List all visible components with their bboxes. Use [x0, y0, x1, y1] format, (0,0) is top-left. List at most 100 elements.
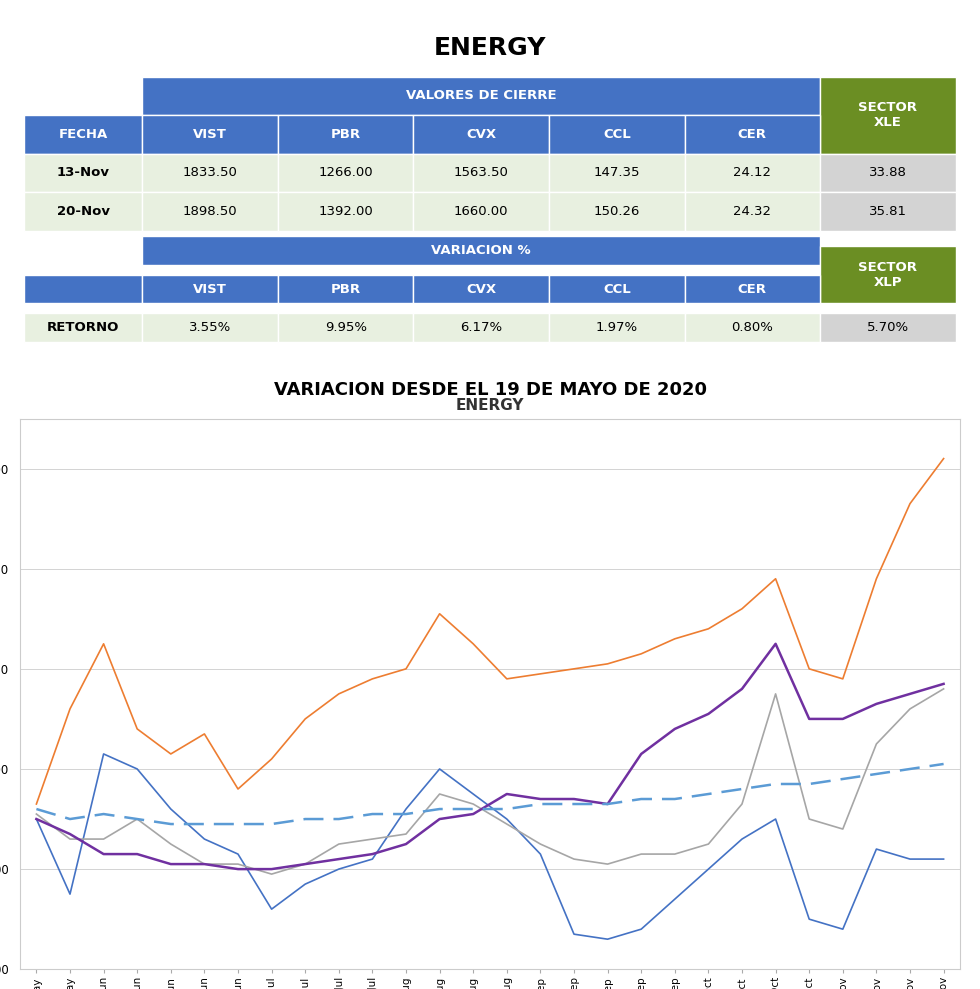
- FancyBboxPatch shape: [414, 257, 549, 269]
- CVX: [131, 813, 143, 825]
- VIST: [905, 854, 916, 865]
- FancyBboxPatch shape: [278, 257, 414, 269]
- Text: PBR: PBR: [330, 128, 361, 140]
- CER: [501, 803, 513, 815]
- FancyBboxPatch shape: [820, 257, 956, 269]
- CER: [232, 818, 244, 830]
- VIST: [199, 833, 211, 845]
- FancyBboxPatch shape: [820, 246, 956, 304]
- Text: VARIACION DESDE EL 19 DE MAYO DE 2020: VARIACION DESDE EL 19 DE MAYO DE 2020: [273, 381, 707, 400]
- Text: 5.70%: 5.70%: [867, 321, 909, 334]
- Line: CER: CER: [36, 764, 944, 824]
- VIST: [837, 924, 849, 936]
- Text: SECTOR
XLE: SECTOR XLE: [858, 101, 917, 130]
- CCL: [602, 798, 613, 810]
- Text: CER: CER: [738, 128, 766, 140]
- Text: 35.81: 35.81: [869, 205, 906, 218]
- FancyBboxPatch shape: [142, 275, 278, 304]
- VIST: [64, 888, 75, 900]
- Line: CVX: CVX: [36, 689, 944, 874]
- CER: [367, 808, 378, 820]
- PBR: [400, 663, 412, 674]
- FancyBboxPatch shape: [278, 115, 414, 153]
- CVX: [232, 858, 244, 870]
- PBR: [30, 798, 42, 810]
- CCL: [769, 638, 781, 650]
- PBR: [736, 603, 748, 615]
- PBR: [534, 668, 546, 679]
- CVX: [870, 738, 882, 750]
- CER: [635, 793, 647, 805]
- CCL: [635, 748, 647, 760]
- CVX: [299, 858, 311, 870]
- CER: [870, 768, 882, 780]
- FancyBboxPatch shape: [414, 115, 549, 153]
- Text: 1392.00: 1392.00: [318, 205, 373, 218]
- CER: [736, 783, 748, 795]
- FancyBboxPatch shape: [142, 192, 278, 230]
- CER: [400, 808, 412, 820]
- FancyBboxPatch shape: [685, 115, 820, 153]
- CVX: [635, 849, 647, 860]
- Line: VIST: VIST: [36, 754, 944, 940]
- Text: 1266.00: 1266.00: [318, 166, 373, 179]
- CER: [769, 778, 781, 790]
- FancyBboxPatch shape: [549, 115, 685, 153]
- Text: 1660.00: 1660.00: [454, 205, 509, 218]
- Text: 1898.50: 1898.50: [182, 205, 237, 218]
- Text: 1563.50: 1563.50: [454, 166, 509, 179]
- Text: 6.17%: 6.17%: [461, 321, 503, 334]
- CCL: [232, 863, 244, 875]
- CVX: [199, 858, 211, 870]
- CER: [98, 808, 110, 820]
- CVX: [30, 808, 42, 820]
- CCL: [736, 683, 748, 695]
- VIST: [434, 764, 446, 775]
- FancyBboxPatch shape: [142, 314, 278, 342]
- CER: [602, 798, 613, 810]
- VIST: [367, 854, 378, 865]
- PBR: [501, 673, 513, 684]
- CCL: [64, 828, 75, 840]
- Text: 33.88: 33.88: [869, 166, 906, 179]
- PBR: [635, 648, 647, 660]
- Text: 20-Nov: 20-Nov: [57, 205, 110, 218]
- CER: [266, 818, 277, 830]
- Text: 147.35: 147.35: [594, 166, 640, 179]
- FancyBboxPatch shape: [24, 275, 142, 304]
- CVX: [534, 838, 546, 850]
- VIST: [131, 764, 143, 775]
- VIST: [299, 878, 311, 890]
- Text: PBR: PBR: [330, 283, 361, 296]
- Text: 24.12: 24.12: [733, 166, 771, 179]
- PBR: [333, 688, 345, 700]
- CER: [434, 803, 446, 815]
- VIST: [602, 934, 613, 945]
- FancyBboxPatch shape: [685, 275, 820, 304]
- CCL: [266, 863, 277, 875]
- CVX: [333, 838, 345, 850]
- Text: VIST: VIST: [193, 283, 227, 296]
- Text: CCL: CCL: [603, 128, 631, 140]
- FancyBboxPatch shape: [820, 153, 956, 192]
- FancyBboxPatch shape: [278, 275, 414, 304]
- VIST: [98, 748, 110, 760]
- CVX: [769, 688, 781, 700]
- PBR: [266, 753, 277, 764]
- PBR: [434, 608, 446, 620]
- CVX: [467, 798, 479, 810]
- FancyBboxPatch shape: [820, 314, 956, 342]
- PBR: [232, 783, 244, 795]
- Text: 0.80%: 0.80%: [731, 321, 773, 334]
- VIST: [501, 813, 513, 825]
- CER: [837, 773, 849, 785]
- VIST: [232, 849, 244, 860]
- FancyBboxPatch shape: [820, 77, 956, 153]
- CVX: [367, 833, 378, 845]
- Text: 9.95%: 9.95%: [324, 321, 367, 334]
- CER: [30, 803, 42, 815]
- CVX: [837, 823, 849, 835]
- CVX: [804, 813, 815, 825]
- Text: ENERGY: ENERGY: [434, 37, 546, 60]
- FancyBboxPatch shape: [549, 257, 685, 269]
